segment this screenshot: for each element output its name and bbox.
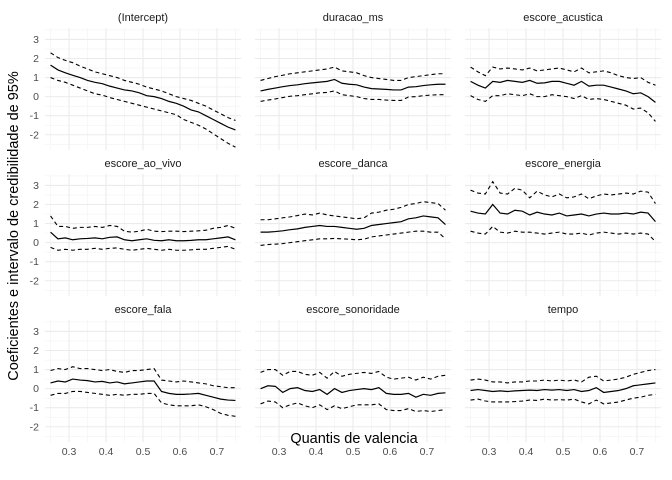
y-tick-label: -1 <box>30 402 39 414</box>
upper-ci-line <box>470 369 656 384</box>
lower-ci-line <box>260 400 446 413</box>
facet-panel-escore-acustica: escore_acustica <box>465 12 661 150</box>
x-tick-label: 0.6 <box>173 446 188 458</box>
estimate-line <box>470 203 656 223</box>
x-axis-label: Quantis de valencia <box>290 431 418 447</box>
panel-title: (Intercept) <box>118 12 168 24</box>
estimate-line <box>470 382 656 394</box>
x-tick-label: 0.6 <box>593 446 608 458</box>
x-tick-label: 0.4 <box>519 446 534 458</box>
x-tick-label: 0.3 <box>272 446 287 458</box>
facet-panel-intercept: (Intercept) <box>45 12 241 150</box>
upper-ci-line <box>50 366 236 389</box>
y-tick-label: -2 <box>30 129 39 141</box>
y-tick-label: 2 <box>33 199 39 211</box>
panel-title: duracao_ms <box>323 12 384 24</box>
panel-title: escore_acustica <box>523 12 603 24</box>
panels-group: (Intercept) duracao_ms escore_acusticaesco… <box>45 12 661 442</box>
estimate-line <box>50 231 236 242</box>
x-tick-label: 0.5 <box>136 446 151 458</box>
upper-ci-line <box>50 215 236 233</box>
lower-ci-line <box>50 390 236 417</box>
facet-panel-duracao-ms: duracao_ms <box>255 12 451 150</box>
y-tick-label: 2 <box>33 345 39 357</box>
x-tick-label: 0.4 <box>99 446 114 458</box>
estimate-line <box>260 215 446 233</box>
x-tick-label: 0.7 <box>630 446 645 458</box>
panel-title: escore_sonoridade <box>306 304 400 316</box>
y-axis-label: Coeficientes e intervalo de credibilidad… <box>6 71 22 381</box>
x-tick-label: 0.4 <box>309 446 324 458</box>
facet-panel-escore-sonoridade: escore_sonoridade <box>255 304 451 442</box>
facet-panel-escore-ao-vivo: escore_ao_vivo <box>45 158 241 296</box>
y-tick-label: 0 <box>33 383 39 395</box>
y-tick-label: 0 <box>33 237 39 249</box>
panel-title: escore_ao_vivo <box>104 158 181 170</box>
x-tick-label: 0.7 <box>420 446 435 458</box>
panel-title: escore_energia <box>525 158 602 170</box>
estimate-line <box>50 378 236 402</box>
y-tick-label: 1 <box>33 218 39 230</box>
lower-ci-line <box>260 230 446 247</box>
x-tick-label: 0.5 <box>556 446 571 458</box>
estimate-line <box>260 385 446 398</box>
panel-title: escore_danca <box>318 158 388 170</box>
y-tick-label: -1 <box>30 110 39 122</box>
x-tick-label: 0.7 <box>210 446 225 458</box>
estimate-line <box>470 79 656 103</box>
upper-ci-line <box>260 66 446 81</box>
y-tick-label: -1 <box>30 256 39 268</box>
y-tick-label: 3 <box>33 180 39 192</box>
estimate-line <box>50 64 236 131</box>
x-tick-label: 0.5 <box>346 446 361 458</box>
y-tick-label: 3 <box>33 34 39 46</box>
y-tick-label: 0 <box>33 91 39 103</box>
y-tick-label: -2 <box>30 421 39 433</box>
y-tick-label: 1 <box>33 364 39 376</box>
facet-panel-escore-fala: escore_fala <box>45 304 241 442</box>
facet-panel-tempo: tempo <box>465 304 661 442</box>
lower-ci-line <box>470 225 656 243</box>
x-tick-label: 0.3 <box>482 446 497 458</box>
lower-ci-line <box>50 77 236 148</box>
upper-ci-line <box>470 66 656 86</box>
estimate-line <box>260 78 446 92</box>
x-tick-label: 0.6 <box>383 446 398 458</box>
y-tick-label: 1 <box>33 72 39 84</box>
upper-ci-line <box>260 201 446 221</box>
y-tick-label: 3 <box>33 326 39 338</box>
x-tick-labels-group: 0.3 0.4 0.5 0.6 0.7 0.3 0.4 0.5 0.6 0.7 0.3 0.4 0.5 0… <box>62 446 645 458</box>
lower-ci-line <box>470 393 656 405</box>
lower-ci-line <box>470 93 656 122</box>
panel-title: escore_fala <box>115 304 173 316</box>
upper-ci-line <box>50 52 236 121</box>
upper-ci-line <box>470 180 656 204</box>
y-tick-label: -2 <box>30 275 39 287</box>
lower-ci-line <box>260 90 446 102</box>
y-tick-labels-group: -2 -1 0 1 2 3 -2 -1 0 1 2 3 -2 -1 0 1 2 3 <box>30 34 40 433</box>
x-tick-label: 0.3 <box>62 446 77 458</box>
facet-panel-escore-danca: escore_danca <box>255 158 451 296</box>
panel-title: tempo <box>548 304 579 316</box>
lower-ci-line <box>50 245 236 251</box>
y-tick-label: 2 <box>33 53 39 65</box>
facet-panel-escore-energia: escore_energia <box>465 158 661 296</box>
